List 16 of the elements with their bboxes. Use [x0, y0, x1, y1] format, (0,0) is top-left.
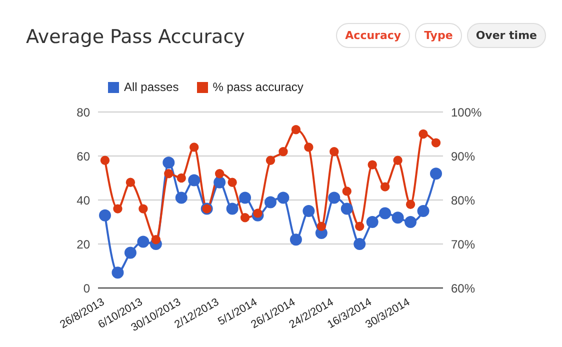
y-tick-label: 0 [83, 281, 90, 296]
y2-tick-label: 80% [451, 193, 476, 208]
y-tick-label: 80 [76, 105, 90, 120]
legend-label: % pass accuracy [212, 80, 304, 94]
text: Over time [466, 23, 546, 48]
chart-title: Average Pass Accuracy [26, 26, 245, 48]
legend-label: All passes [123, 80, 179, 94]
y2-tick-label: 60% [451, 281, 476, 296]
y2-tick-label: 90% [451, 149, 476, 164]
text: Accuracy [336, 23, 410, 48]
text: Type [415, 23, 462, 48]
y2-tick-label: 100% [451, 105, 482, 120]
y-tick-label: 20 [76, 237, 90, 252]
y-tick-label: 60 [76, 149, 90, 164]
y-tick-label: 40 [76, 193, 90, 208]
y2-tick-label: 70% [451, 237, 476, 252]
